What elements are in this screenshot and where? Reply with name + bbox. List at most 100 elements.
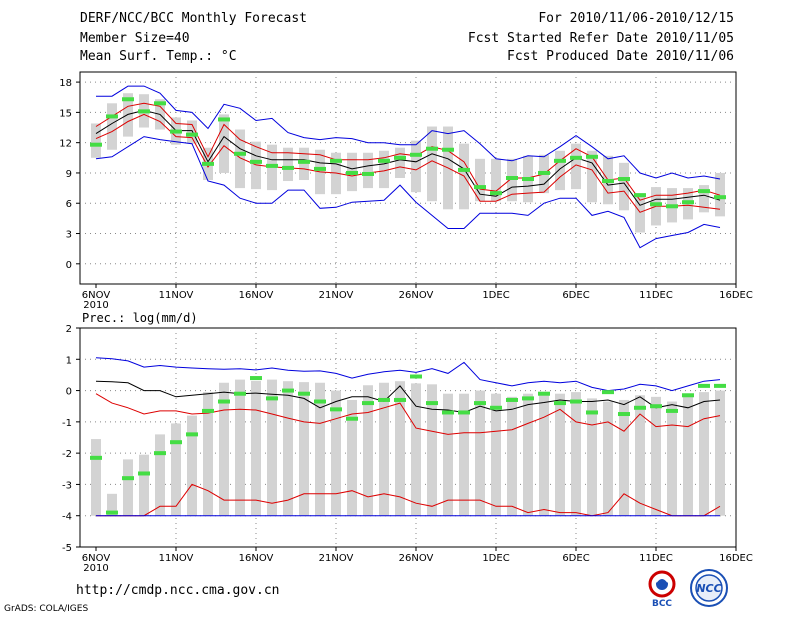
precip-observed-marker xyxy=(618,412,630,417)
precip-observed-marker xyxy=(138,471,150,476)
precip-spread-box xyxy=(315,382,325,516)
precip-observed-marker xyxy=(250,376,262,381)
temp-xtick-label: 16DEC xyxy=(719,290,753,301)
temp-observed-marker xyxy=(106,114,118,119)
temp-line-min xyxy=(95,136,721,249)
temp-spread-box xyxy=(475,158,485,202)
temp-observed-marker xyxy=(474,185,486,190)
temp-observed-marker xyxy=(234,151,246,156)
variable-label: Mean Surf. Temp.: °C xyxy=(80,49,237,64)
precip-observed-marker xyxy=(106,510,118,515)
temp-line-p75 xyxy=(95,102,721,201)
precip-observed-marker xyxy=(298,391,310,396)
precip-spread-box xyxy=(395,381,405,516)
precip-observed-marker xyxy=(90,455,102,460)
ncc-logo: NCC xyxy=(690,569,728,607)
precip-observed-marker xyxy=(474,401,486,406)
temp-line-p25 xyxy=(95,113,721,213)
temp-spread-box xyxy=(491,158,501,202)
precip-observed-marker xyxy=(506,397,518,402)
precip-spread-box xyxy=(491,393,501,516)
temp-spread-box xyxy=(507,158,517,202)
forecast-period: For 2010/11/06-2010/12/15 xyxy=(538,11,734,26)
temp-observed-marker xyxy=(506,176,518,180)
precip-observed-marker xyxy=(122,476,134,481)
temp-observed-marker xyxy=(282,165,294,170)
temp-spread-box xyxy=(395,147,405,178)
forecast-produced-date: Fcst Produced Date 2010/11/06 xyxy=(507,49,734,64)
precip-spread-box xyxy=(331,390,341,516)
precip-spread-box xyxy=(443,393,453,516)
temp-spread-box xyxy=(363,152,373,189)
precip-observed-marker xyxy=(154,451,166,456)
temp-observed-marker xyxy=(538,170,550,175)
precip-ytick-label: -3 xyxy=(62,480,72,491)
precip-title: Prec.: log(mm/d) xyxy=(82,311,198,325)
precip-line-p25b xyxy=(96,483,721,517)
temp-observed-marker xyxy=(298,159,310,164)
temp-observed-marker xyxy=(522,177,534,182)
temp-observed-marker xyxy=(218,117,230,122)
temp-spread-box xyxy=(283,147,293,182)
temp-observed-marker xyxy=(362,171,374,176)
temp-observed-marker xyxy=(650,202,662,207)
footer-url[interactable]: http://cmdp.ncc.cma.gov.cn xyxy=(76,583,280,598)
temp-observed-marker xyxy=(458,167,470,172)
precip-observed-marker xyxy=(538,391,550,396)
temp-plot-frame xyxy=(79,71,737,285)
temp-spread-box xyxy=(411,140,421,193)
precip-spread-box xyxy=(555,393,565,516)
temp-spread-box xyxy=(107,103,117,150)
temp-observed-marker xyxy=(202,161,214,166)
precip-line-mean xyxy=(95,380,721,414)
precip-spread-box xyxy=(171,423,181,516)
temp-xtick-label: 21NOV xyxy=(319,290,354,301)
temp-xyear-label: 2010 xyxy=(83,300,108,311)
precip-observed-marker xyxy=(202,408,214,413)
temp-observed-marker xyxy=(554,158,566,163)
precip-ytick-label: -1 xyxy=(62,418,72,429)
precip-observed-marker xyxy=(602,390,614,395)
precip-spread-box xyxy=(187,415,197,516)
temp-observed-marker xyxy=(378,158,390,163)
precip-observed-marker xyxy=(378,397,390,402)
precip-spread-box xyxy=(571,392,581,516)
precip-spread-box xyxy=(363,385,373,516)
precip-observed-marker xyxy=(458,410,470,415)
precip-observed-marker xyxy=(490,405,502,410)
temp-line-mean xyxy=(95,109,721,206)
temp-spread-box xyxy=(699,185,709,213)
temp-observed-marker xyxy=(154,101,166,106)
precip-spread-box xyxy=(539,392,549,516)
temp-spread-box xyxy=(427,126,437,202)
svg-text:NCC: NCC xyxy=(696,582,721,595)
precip-spread-box xyxy=(699,392,709,516)
precip-observed-marker xyxy=(266,396,278,401)
precip-spread-box xyxy=(715,390,725,516)
precip-observed-marker xyxy=(714,383,726,388)
precip-observed-marker xyxy=(362,401,374,406)
grads-credit: GrADS: COLA/IGES xyxy=(4,604,89,614)
temp-xtick-label: 11DEC xyxy=(639,290,673,301)
precip-observed-marker xyxy=(570,399,582,404)
temp-spread-box xyxy=(619,162,629,211)
temp-observed-marker xyxy=(666,204,678,209)
precip-observed-marker xyxy=(218,399,230,404)
precip-ytick-label: 2 xyxy=(66,324,72,335)
temp-xtick-label: 6DEC xyxy=(562,290,589,301)
temp-xtick-label: 11NOV xyxy=(159,290,194,301)
precip-spread-box xyxy=(235,379,245,516)
precip-spread-box xyxy=(411,383,421,516)
precip-xtick-label: 6NOV xyxy=(82,553,111,564)
temp-spread-box xyxy=(299,147,309,181)
temp-observed-marker xyxy=(410,152,422,157)
temp-observed-marker xyxy=(266,163,278,168)
temp-observed-marker xyxy=(90,142,102,147)
precip-spread-box xyxy=(91,439,101,516)
temp-observed-marker xyxy=(442,147,454,152)
temp-observed-marker xyxy=(698,189,710,194)
forecast-start-date: Fcst Started Refer Date 2010/11/05 xyxy=(467,31,734,46)
temp-observed-marker xyxy=(714,195,726,200)
precip-spread-box xyxy=(475,390,485,516)
